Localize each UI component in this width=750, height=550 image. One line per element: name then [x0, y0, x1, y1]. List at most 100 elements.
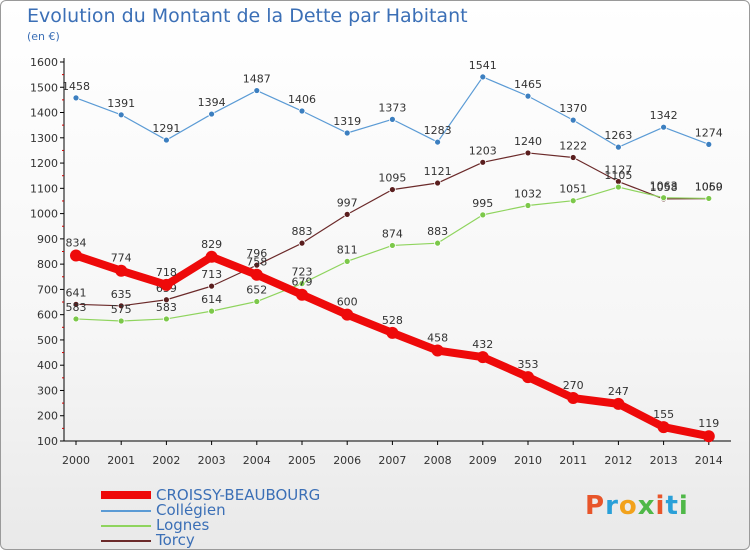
data-point [569, 116, 577, 124]
data-label: 458 [427, 332, 448, 345]
data-point [705, 140, 713, 148]
y-tick-label: 400 [37, 359, 58, 372]
legend-swatch [101, 510, 151, 512]
data-label: 1283 [424, 124, 452, 137]
data-label: 774 [111, 252, 132, 265]
data-point [434, 138, 442, 146]
x-tick-label: 2012 [604, 454, 632, 467]
data-point [569, 154, 577, 161]
data-point [479, 158, 487, 166]
legend-label: Lognes [156, 516, 210, 534]
data-label: 1458 [62, 80, 90, 93]
legend-label: Torcy [156, 531, 195, 549]
data-point [205, 250, 218, 263]
data-point [434, 239, 442, 247]
data-point [162, 136, 170, 144]
y-tick-label: 900 [37, 233, 58, 246]
data-label: 1222 [559, 140, 587, 153]
unit-label: (en €) [27, 30, 60, 43]
data-label: 575 [111, 303, 132, 316]
y-tick-label: 1600 [30, 56, 58, 69]
data-point [612, 397, 625, 410]
data-label: 1263 [604, 129, 632, 142]
y-tick-label: 1300 [30, 132, 58, 145]
x-tick-label: 2009 [469, 454, 497, 467]
data-label: 1063 [650, 180, 678, 193]
x-tick-label: 2003 [198, 454, 226, 467]
data-label: 1394 [198, 96, 226, 109]
data-label: 1051 [559, 183, 587, 196]
data-label: 713 [201, 268, 222, 281]
data-label: 1095 [378, 172, 406, 185]
data-label: 1127 [604, 164, 632, 177]
data-point [250, 268, 263, 281]
y-tick-label: 500 [37, 334, 58, 347]
data-label: 883 [427, 225, 448, 238]
data-point [253, 261, 261, 269]
data-label: 652 [246, 284, 267, 297]
data-label: 528 [382, 314, 403, 327]
data-point [431, 344, 444, 357]
data-label: 1105 [604, 169, 632, 182]
y-tick-label: 200 [37, 410, 58, 423]
data-label: 1370 [559, 102, 587, 115]
data-point [162, 296, 170, 304]
data-point [72, 315, 80, 323]
y-tick-label: 1400 [30, 107, 58, 120]
data-label: 811 [337, 243, 358, 256]
data-point [253, 87, 261, 94]
data-label: 247 [608, 385, 629, 398]
data-point [72, 94, 80, 102]
legend-swatch [101, 491, 151, 499]
data-label: 883 [292, 225, 313, 238]
x-tick-label: 2000 [62, 454, 90, 467]
y-tick-label: 1100 [30, 182, 58, 195]
data-label: 1058 [650, 181, 678, 194]
data-point [660, 123, 667, 131]
data-point [569, 197, 577, 205]
data-label: 1373 [378, 101, 406, 114]
data-point [341, 308, 354, 321]
data-label: 353 [518, 358, 539, 371]
data-label: 723 [292, 266, 313, 279]
data-point [343, 210, 351, 218]
y-tick-label: 100 [37, 435, 58, 448]
y-tick-label: 1000 [30, 208, 58, 221]
data-point [160, 278, 173, 291]
data-point [524, 92, 532, 100]
y-tick-label: 1200 [30, 157, 58, 170]
data-point [117, 302, 125, 310]
data-point [208, 307, 216, 315]
data-label: 270 [563, 379, 584, 392]
data-point [343, 257, 351, 265]
data-label: 679 [292, 276, 313, 289]
data-label: 758 [246, 256, 267, 269]
data-point [298, 280, 306, 287]
data-label: 997 [337, 196, 358, 209]
data-label: 874 [382, 227, 403, 240]
data-label: 583 [156, 301, 177, 314]
data-point [567, 392, 580, 405]
x-tick-label: 2005 [288, 454, 316, 467]
legend-label: Collégien [156, 501, 226, 519]
data-point [296, 288, 308, 301]
data-label: 600 [337, 296, 358, 309]
data-label: 1240 [514, 135, 542, 148]
data-point [388, 242, 396, 249]
data-label: 1121 [424, 165, 452, 178]
data-point [343, 129, 351, 137]
data-point [524, 202, 532, 209]
data-label: 1391 [107, 97, 135, 110]
x-tick-label: 2007 [378, 454, 406, 467]
data-point [298, 107, 306, 115]
data-label: 1032 [514, 188, 542, 201]
x-tick-label: 2004 [243, 454, 271, 467]
data-point [117, 317, 125, 325]
data-label: 995 [472, 197, 493, 210]
chart-title: Evolution du Montant de la Dette par Hab… [27, 5, 468, 27]
data-point [479, 73, 487, 81]
data-label: 718 [156, 266, 177, 279]
x-tick-label: 2008 [424, 454, 452, 467]
